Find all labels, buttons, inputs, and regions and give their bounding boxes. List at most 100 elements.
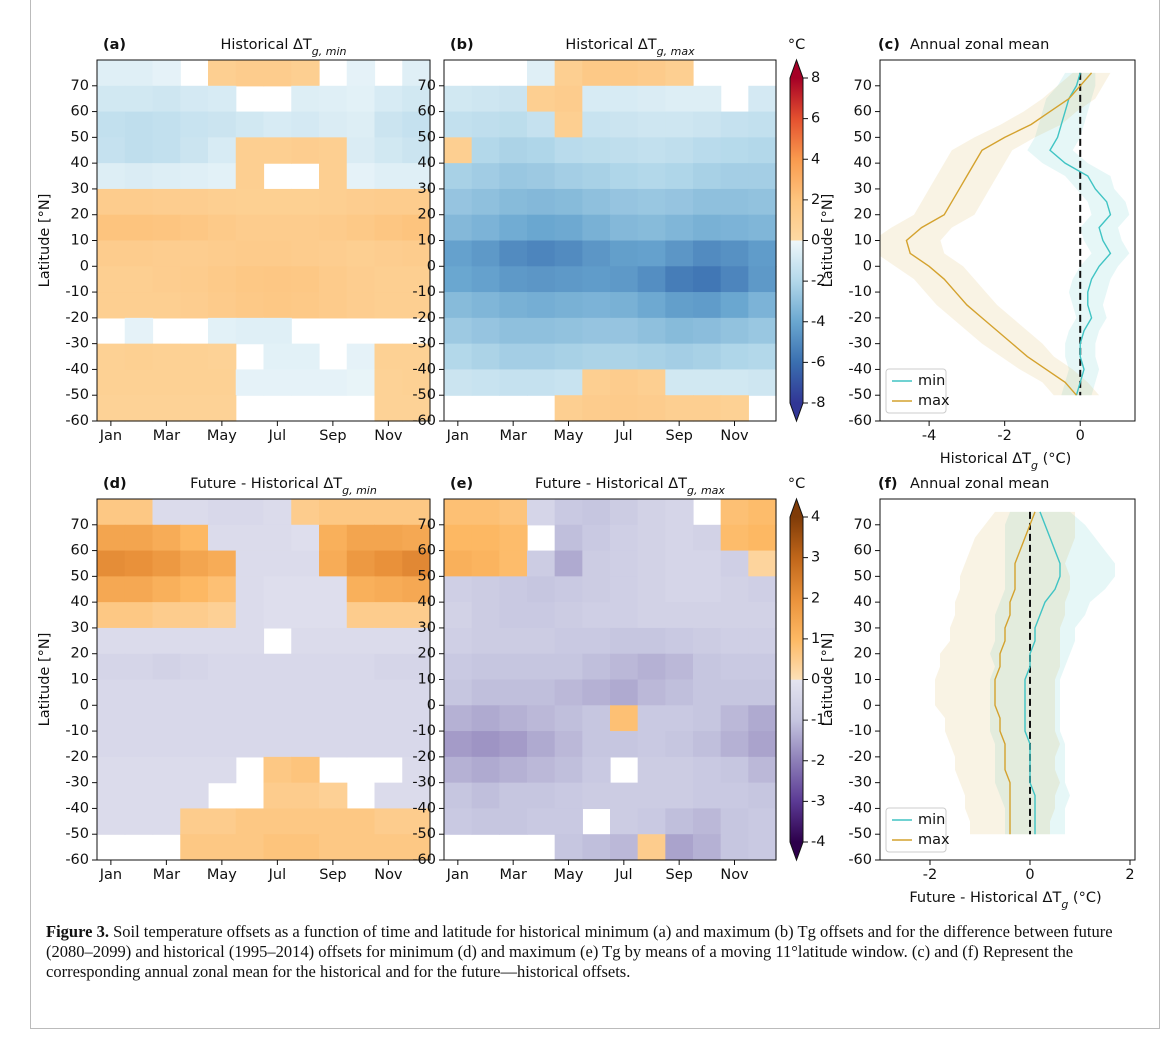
y-tick-label: -40 [848, 800, 872, 816]
heat-cell [180, 369, 209, 396]
heat-cell [319, 576, 348, 603]
heat-cell [637, 292, 666, 319]
heat-cell [665, 705, 694, 732]
y-axis-label: Latitude [°N] [820, 633, 836, 727]
y-tick-label: 0 [80, 697, 89, 713]
heat-cell [554, 627, 583, 655]
y-tick-label: -50 [65, 387, 89, 403]
y-tick-label: -10 [848, 284, 872, 300]
colorbar-tick-label: -2 [811, 753, 825, 769]
legend-box [885, 368, 947, 414]
y-tick-label: -60 [65, 413, 89, 429]
heat-cell [693, 240, 722, 267]
heat-cell [720, 576, 749, 603]
heat-cell [610, 188, 639, 216]
heat-cell [499, 85, 528, 113]
heat-cell [152, 524, 181, 552]
heat-cell [263, 292, 292, 319]
y-tick-label: 20 [71, 207, 89, 223]
y-tick-label: 60 [71, 543, 89, 559]
heat-cell [291, 602, 320, 629]
heat-cell [444, 808, 473, 835]
heat-cell [97, 602, 126, 629]
figure: #313695#3a6fb0#6aa7d0#b3d8ea#eef7fa#fdd9… [37, 37, 1136, 911]
heat-cell [499, 292, 528, 319]
heat-cell [693, 292, 722, 319]
heat-cell [748, 550, 777, 577]
heat-cell [180, 395, 209, 422]
heat-cell [527, 499, 556, 526]
heat-cell [582, 188, 611, 216]
heat-cell [346, 834, 376, 861]
heat-cell [693, 576, 722, 603]
heat-cell [402, 653, 431, 681]
heat-cell [152, 60, 181, 87]
y-tick-label: 10 [418, 672, 436, 688]
heat-cell [499, 524, 528, 552]
heat-cell [554, 214, 583, 242]
x-tick-label: Sep [665, 428, 692, 444]
series-line [1024, 511, 1061, 835]
heat-cell [152, 499, 181, 526]
heat-cell [374, 627, 403, 655]
heat-cell [554, 343, 583, 371]
heat-cell [637, 550, 666, 577]
heat-cell [263, 679, 292, 706]
heat-cell [152, 576, 181, 603]
heat-cell [124, 808, 154, 835]
colorbar-tick-label: -4 [811, 834, 825, 850]
heat-cell [748, 602, 777, 629]
heat-cell [263, 756, 292, 784]
x-tick-label: Jul [614, 428, 633, 444]
heat-cell [471, 111, 500, 138]
heat-cell [582, 679, 611, 706]
heat-cell [637, 317, 666, 345]
y-tick-label: 70 [854, 517, 872, 533]
title-sub: g [1031, 459, 1038, 472]
x-tick-label: Jan [99, 867, 122, 883]
heat-cell [319, 137, 348, 164]
heat-cell [748, 499, 777, 526]
heat-cell [124, 756, 154, 784]
heat-cell [444, 188, 473, 216]
heat-cell [527, 679, 556, 706]
colorbar-extend-bottom [790, 403, 803, 421]
x-tick-label: Nov [374, 428, 403, 444]
y-tick-label: -60 [412, 413, 436, 429]
heat-cell [637, 266, 666, 293]
title-sub: g, min [312, 45, 347, 58]
y-tick-label: 30 [418, 620, 436, 636]
y-tick-label: 70 [418, 78, 436, 94]
heat-cell [152, 395, 181, 422]
heat-cell [263, 602, 292, 629]
title-sub: g [1061, 898, 1068, 911]
heat-cell [693, 679, 722, 706]
heat-cell [291, 782, 320, 810]
heat-cell [124, 576, 154, 603]
heat-cell [499, 808, 528, 835]
heat-cell [748, 834, 777, 861]
heat-cell [263, 653, 292, 681]
heat-cell [319, 214, 348, 242]
heat-cell [402, 576, 431, 603]
heat-cell [152, 653, 181, 681]
heat-cell [152, 705, 181, 732]
heat-cell [319, 240, 348, 267]
heat-cell [152, 627, 181, 655]
x-tick-label: Jan [446, 867, 469, 883]
heat-cell [471, 317, 500, 345]
heat-cell [124, 602, 154, 629]
heat-cell [180, 240, 209, 267]
heat-cell [152, 163, 181, 190]
heat-cell [720, 782, 749, 810]
subplot-title: Annual zonal mean [910, 37, 1049, 53]
heat-cell [97, 679, 126, 706]
heat-cell [402, 524, 431, 552]
y-tick-label: -50 [412, 826, 436, 842]
heat-cell [208, 756, 237, 784]
heat-cell [499, 705, 528, 732]
heat-cell [527, 214, 556, 242]
heat-cell [527, 60, 556, 87]
heat-cell [235, 266, 265, 293]
heat-cell [554, 782, 583, 810]
